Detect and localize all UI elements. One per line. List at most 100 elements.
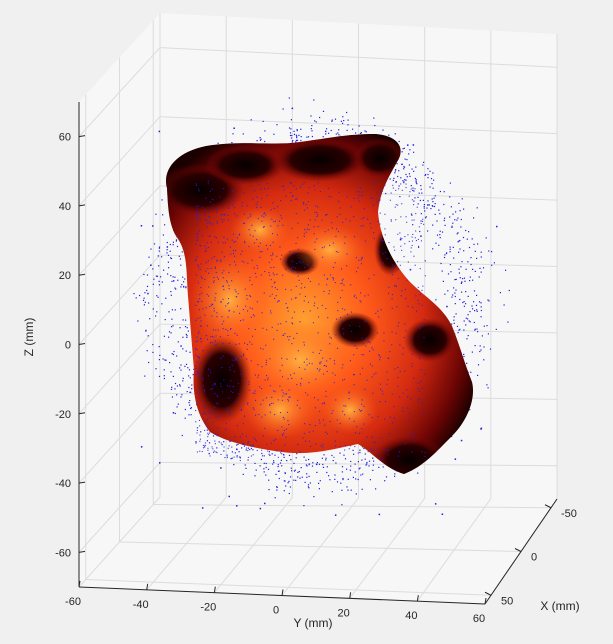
- data-point: [153, 243, 156, 245]
- data-point: [428, 204, 430, 206]
- data-point: [222, 343, 224, 345]
- data-point: [272, 463, 274, 465]
- data-point: [373, 449, 375, 451]
- data-point: [216, 447, 218, 449]
- data-point: [312, 266, 314, 268]
- data-point: [353, 197, 355, 199]
- data-point: [359, 132, 362, 134]
- data-point: [155, 275, 157, 277]
- x-tick-label: -50: [561, 508, 577, 520]
- data-point: [400, 177, 402, 179]
- data-point: [454, 458, 457, 460]
- data-point: [422, 220, 424, 222]
- data-point: [296, 453, 298, 455]
- data-point: [199, 425, 201, 427]
- data-point: [288, 396, 290, 398]
- data-point: [189, 351, 191, 353]
- data-point: [337, 231, 339, 233]
- data-point: [303, 271, 305, 273]
- data-point: [383, 448, 385, 450]
- data-point: [209, 417, 211, 419]
- data-point: [443, 256, 446, 259]
- data-point: [238, 393, 240, 395]
- data-point: [468, 320, 470, 322]
- data-point: [230, 380, 232, 382]
- data-point: [373, 183, 375, 185]
- data-point: [306, 358, 308, 360]
- data-point: [389, 199, 391, 201]
- data-point: [252, 392, 254, 394]
- data-point: [309, 424, 311, 426]
- data-point: [415, 230, 417, 232]
- data-point: [412, 224, 414, 226]
- data-point: [426, 207, 428, 209]
- data-point: [221, 367, 223, 369]
- data-point: [308, 187, 310, 189]
- data-point: [196, 370, 198, 372]
- data-point: [146, 285, 149, 287]
- data-point: [213, 406, 215, 408]
- data-point: [220, 214, 222, 216]
- data-point: [346, 111, 348, 114]
- data-point: [331, 454, 333, 457]
- data-point: [207, 436, 209, 438]
- data-point: [276, 450, 278, 452]
- data-point: [503, 304, 505, 306]
- data-point: [411, 219, 413, 221]
- data-point: [212, 411, 214, 413]
- data-point: [404, 236, 406, 238]
- data-point: [429, 186, 431, 188]
- data-point: [266, 182, 268, 184]
- data-point: [182, 336, 184, 338]
- data-point: [172, 241, 174, 243]
- data-point: [226, 280, 228, 282]
- data-point: [326, 471, 328, 474]
- data-point: [264, 188, 266, 190]
- data-point: [463, 301, 465, 303]
- data-point: [274, 414, 276, 416]
- data-point: [303, 361, 305, 363]
- data-point: [230, 458, 232, 460]
- data-point: [200, 325, 202, 327]
- data-point: [476, 310, 478, 312]
- data-point: [246, 205, 248, 207]
- data-point: [368, 414, 370, 416]
- data-point: [364, 453, 366, 455]
- data-point: [413, 170, 415, 172]
- data-point: [422, 199, 424, 201]
- data-point: [459, 210, 461, 212]
- data-point: [240, 355, 242, 357]
- data-point: [404, 370, 406, 372]
- data-point: [372, 457, 374, 459]
- data-point: [329, 244, 331, 246]
- data-point: [443, 203, 445, 206]
- data-point: [342, 478, 344, 481]
- data-point: [228, 302, 230, 304]
- data-point: [335, 399, 337, 401]
- data-point: [272, 254, 274, 256]
- data-point: [367, 341, 369, 343]
- data-point: [377, 221, 379, 223]
- data-point: [221, 251, 223, 253]
- data-point: [166, 241, 168, 244]
- data-point: [204, 278, 206, 280]
- data-point: [217, 241, 219, 243]
- data-point: [327, 433, 329, 435]
- data-point: [245, 449, 247, 451]
- data-point: [219, 336, 221, 338]
- data-point: [309, 219, 311, 221]
- data-point: [228, 445, 230, 447]
- data-point: [210, 389, 212, 391]
- data-point: [314, 120, 316, 122]
- data-point: [481, 335, 483, 337]
- data-point: [185, 287, 187, 289]
- data-point: [298, 471, 300, 473]
- data-point: [467, 314, 469, 316]
- data-point: [318, 370, 320, 372]
- data-point: [237, 443, 239, 445]
- data-point: [382, 240, 384, 242]
- data-point: [340, 297, 342, 299]
- data-point: [204, 214, 206, 216]
- z-tick-label: 0: [65, 340, 71, 352]
- data-point: [423, 319, 425, 321]
